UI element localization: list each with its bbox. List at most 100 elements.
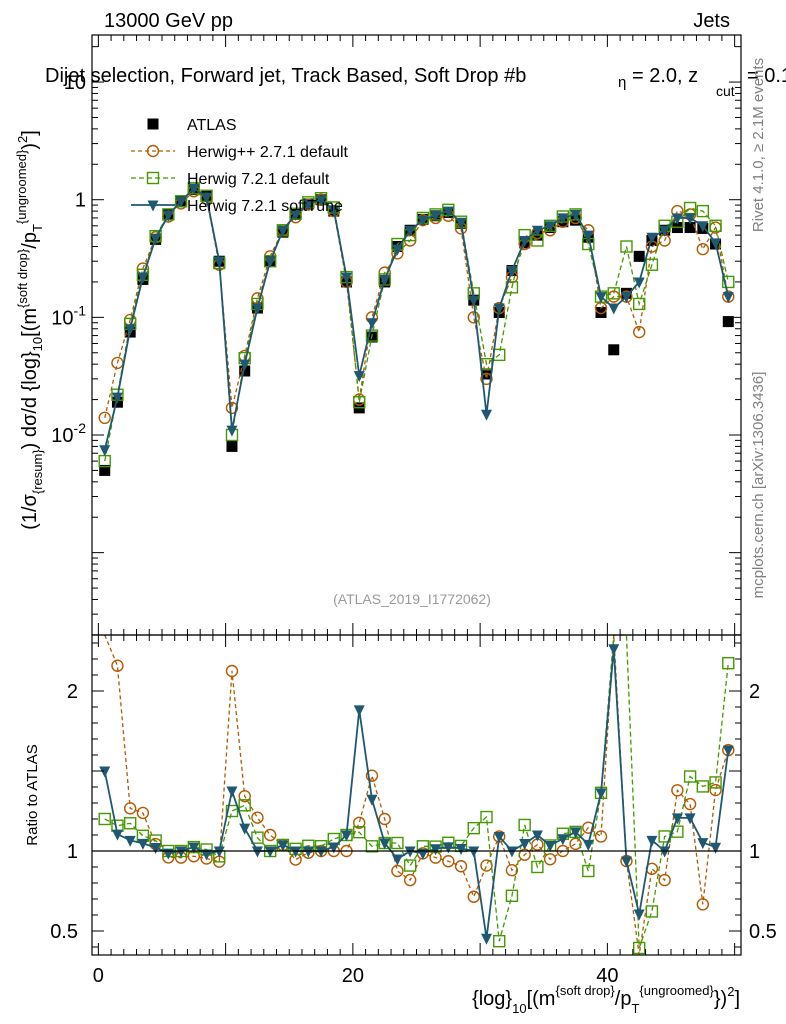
ratio-point	[480, 933, 492, 945]
category-label: Jets	[693, 10, 730, 32]
ratio-point	[468, 846, 480, 858]
mcplots-label: mcplots.cern.ch [arXiv:1306.3436]	[750, 372, 767, 599]
ratio-y-tick-label: 1	[67, 841, 78, 863]
data-point	[111, 392, 123, 404]
plot-title: Dijet selection, Forward jet, Track Base…	[45, 65, 786, 99]
data-point	[632, 297, 646, 311]
analysis-label: (ATLAS_2019_I1772062)	[333, 591, 491, 607]
ratio-frame	[91, 634, 742, 956]
data-point	[353, 396, 366, 409]
ratio-y-tick-label: 2	[67, 681, 78, 703]
ratio-point	[238, 789, 251, 803]
data-point	[124, 324, 136, 336]
series-line	[104, 187, 729, 462]
ratio-point	[136, 806, 150, 820]
ratio-point	[697, 838, 709, 850]
ratio-point	[251, 831, 264, 844]
ratio-point	[201, 849, 213, 861]
ratio-point	[480, 859, 493, 872]
ratio-point	[111, 819, 124, 832]
ratio-point	[315, 846, 327, 858]
data-point	[239, 365, 251, 377]
y-tick-label: 10-2	[51, 420, 86, 447]
data-point	[531, 225, 543, 237]
data-point	[696, 242, 710, 256]
ratio-point	[722, 745, 734, 757]
ratio-point	[251, 846, 263, 858]
ratio-series-2	[98, 634, 735, 955]
ratio-line	[104, 634, 729, 956]
data-point	[607, 287, 620, 300]
ratio-plot-marks	[98, 634, 735, 956]
ratio-point	[225, 664, 239, 678]
data-point	[684, 222, 696, 234]
data-point	[455, 218, 467, 230]
ratio-point	[632, 941, 646, 955]
ratio-point	[505, 889, 519, 902]
ratio-point	[111, 829, 123, 841]
y-tick-label: 10	[64, 72, 86, 94]
data-point	[391, 244, 403, 256]
legend-entry: Herwig 7.2.1 softTune	[131, 198, 343, 215]
data-point	[417, 215, 429, 227]
ratio-series-1	[104, 634, 735, 956]
ratio-point	[455, 843, 467, 855]
ratio-point	[263, 828, 277, 842]
data-point	[99, 464, 111, 476]
data-point	[722, 275, 735, 289]
ratio-point	[505, 864, 519, 877]
ratio-point	[582, 821, 595, 834]
ratio-point	[111, 659, 124, 672]
title-beta-symbol: η	[618, 74, 626, 91]
data-point	[633, 277, 645, 289]
ratio-point	[137, 838, 149, 850]
ratio-point	[99, 766, 111, 778]
energy-label: 13000 GeV pp	[104, 10, 233, 32]
ratio-point	[123, 817, 137, 830]
data-point	[671, 213, 683, 225]
ratio-point	[226, 786, 238, 798]
ratio-point	[378, 812, 391, 826]
ratio-point	[290, 846, 302, 858]
data-point	[251, 303, 263, 315]
legend-label: ATLAS	[187, 117, 237, 134]
data-point	[632, 325, 646, 339]
data-point	[697, 221, 709, 233]
title-main: Dijet selection, Forward jet, Track Base…	[45, 65, 526, 87]
data-point	[430, 210, 442, 222]
ratio-point	[671, 784, 684, 797]
ratio-point	[417, 848, 429, 860]
ratio-point	[467, 890, 480, 903]
legend-entry: ATLAS	[147, 117, 237, 134]
ratio-point	[302, 846, 314, 858]
data-point	[277, 225, 289, 237]
ratio-point	[238, 799, 251, 812]
data-point	[188, 183, 200, 195]
ratio-point	[594, 830, 608, 843]
ratio-point	[213, 846, 225, 858]
ratio-point	[671, 813, 683, 825]
ratio-point	[506, 846, 518, 858]
ratio-point	[277, 840, 289, 852]
ratio-point	[98, 812, 111, 826]
main-plot-marks	[98, 182, 735, 476]
data-point	[595, 306, 607, 318]
data-point	[620, 292, 632, 304]
data-point	[290, 209, 302, 221]
data-point	[544, 221, 556, 233]
ratio-point	[391, 836, 404, 850]
ratio-point	[150, 843, 162, 855]
ratio-y-tick-label-right: 0.5	[749, 921, 777, 943]
data-point	[480, 409, 492, 421]
ratio-point	[365, 840, 379, 853]
data-point	[365, 329, 379, 342]
ratio-point	[225, 804, 239, 818]
data-point	[696, 204, 710, 218]
ratio-point	[658, 873, 671, 887]
legend: ATLAS Herwig++ 2.7.1 default Herwig 7.2.1 …	[131, 117, 349, 215]
data-point	[201, 192, 213, 204]
ratio-point	[696, 898, 710, 911]
ratio-point	[709, 783, 722, 797]
ratio-point	[391, 864, 404, 878]
